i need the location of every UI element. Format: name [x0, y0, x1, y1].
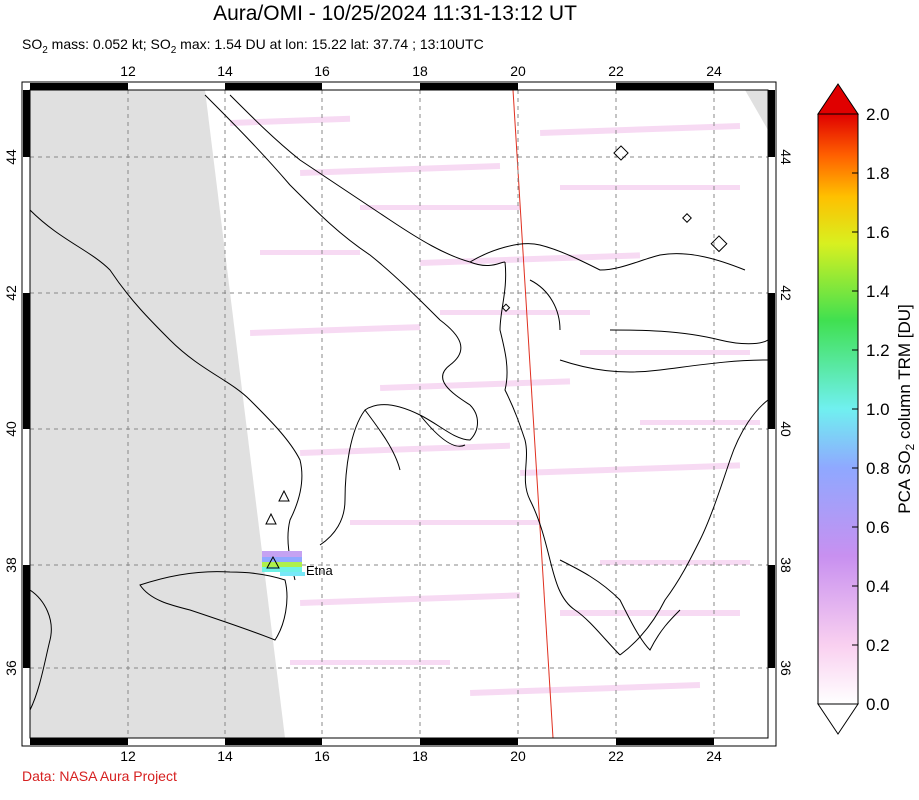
- lon-tick-top-14: 14: [217, 63, 233, 79]
- cb-tick-0-4: 0.4: [866, 577, 890, 596]
- colorbar: 2.0 1.8 1.6 1.4 1.2 1.0 0.8 0.6 0.4 0.2 …: [817, 83, 917, 735]
- cb-tick-1-8: 1.8: [866, 164, 890, 183]
- lon-tick-top-18: 18: [412, 63, 428, 79]
- subtitle-so2-label: SO: [22, 36, 43, 52]
- lat-tick-left-40: 40: [3, 421, 19, 437]
- coast-sicily: [139, 571, 288, 641]
- volcano-label-etna: Etna: [306, 563, 334, 578]
- lat-labels-right: 44 42 40 38 36: [778, 149, 794, 676]
- etna-plume: [262, 551, 305, 576]
- colorbar-max-arrow: [817, 83, 859, 115]
- lat-tick-left-42: 42: [3, 285, 19, 301]
- volcano-stromboli-icon: [278, 489, 290, 502]
- lat-tick-right-38: 38: [778, 557, 794, 573]
- lon-tick-bottom-14: 14: [217, 748, 233, 764]
- border-greece-north: [559, 359, 768, 373]
- lon-tick-top-16: 16: [314, 63, 330, 79]
- cb-tick-2-0: 2.0: [866, 105, 890, 124]
- volcano-etna-icon: [266, 555, 280, 569]
- border-balkans: [469, 243, 768, 345]
- coast-sardinia: [30, 589, 52, 711]
- cb-tick-0-0: 0.0: [866, 695, 890, 714]
- gridlines: [30, 90, 768, 738]
- subtitle-mass-text: mass: 0.052 kt; SO: [47, 36, 171, 52]
- map-frame: [21, 81, 777, 747]
- lat-tick-right-36: 36: [778, 660, 794, 676]
- colorbar-ticks: [852, 113, 858, 705]
- map-title: Aura/OMI - 10/25/2024 11:31-13:12 UT: [213, 2, 577, 25]
- cb-tick-0-6: 0.6: [866, 518, 890, 537]
- lon-labels-top: 12 14 16 18 20 22 24: [120, 63, 722, 79]
- colorbar-label-suffix: column TRM [DU]: [895, 304, 914, 444]
- data-credit: Data: NASA Aura Project: [22, 768, 177, 784]
- lon-tick-top-20: 20: [510, 63, 526, 79]
- colorbar-label: PCA SO2 column TRM [DU]: [895, 304, 917, 514]
- coast-heel: [364, 409, 466, 471]
- coast-albania-greece: [499, 261, 621, 656]
- volcano-markers: [265, 489, 290, 569]
- cb-tick-1-2: 1.2: [866, 341, 890, 360]
- coast-italy-east: [204, 94, 478, 546]
- so2-stripes: [229, 115, 760, 696]
- lat-tick-left-36: 36: [3, 660, 19, 676]
- map-subtitle: SO2 mass: 0.052 kt; SO2 max: 1.54 DU at …: [22, 36, 484, 56]
- lon-tick-bottom-16: 16: [314, 748, 330, 764]
- lon-labels-bottom: 12 14 16 18 20 22 24: [120, 748, 722, 764]
- lon-tick-bottom-24: 24: [706, 748, 722, 764]
- lat-tick-left-38: 38: [3, 557, 19, 573]
- lon-tick-bottom-20: 20: [510, 748, 526, 764]
- colorbar-label-prefix: PCA SO: [895, 450, 914, 513]
- lon-tick-top-12: 12: [120, 63, 136, 79]
- lon-tick-bottom-18: 18: [412, 748, 428, 764]
- subtitle-sub-2: 2: [170, 44, 177, 56]
- map-panel: Etna: [30, 90, 768, 738]
- volcano-vulcano-icon: [265, 512, 277, 525]
- lat-labels-left: 44 42 40 38 36: [3, 149, 19, 676]
- coast-italy-west: [30, 209, 303, 581]
- lake-markers: [501, 145, 728, 312]
- colorbar-label-sub: 2: [903, 443, 917, 450]
- orbit-edge-line: [512, 90, 554, 738]
- coast-peloponnese: [559, 559, 681, 651]
- coast-croatia: [229, 94, 506, 267]
- no-data-swath-east: [745, 90, 768, 130]
- subtitle-max-text: max: 1.54 DU at lon: 15.22 lat: 37.74 ; …: [176, 36, 484, 52]
- cb-tick-0-8: 0.8: [866, 459, 890, 478]
- cb-tick-1-4: 1.4: [866, 282, 890, 301]
- colorbar-gradient: [817, 113, 859, 705]
- no-data-swath-west: [30, 90, 285, 738]
- lon-tick-bottom-22: 22: [608, 748, 624, 764]
- colorbar-tick-labels: 2.0 1.8 1.6 1.4 1.2 1.0 0.8 0.6 0.4 0.2 …: [866, 105, 890, 714]
- lat-tick-right-44: 44: [778, 149, 794, 165]
- lon-tick-top-24: 24: [706, 63, 722, 79]
- cb-tick-1-6: 1.6: [866, 223, 890, 242]
- coastlines: [30, 94, 768, 711]
- lat-tick-right-40: 40: [778, 421, 794, 437]
- lon-tick-top-22: 22: [608, 63, 624, 79]
- colorbar-min-arrow: [817, 703, 859, 735]
- lon-tick-bottom-12: 12: [120, 748, 136, 764]
- lat-tick-right-42: 42: [778, 285, 794, 301]
- subtitle-sub-1: 2: [42, 44, 48, 56]
- lat-tick-left-44: 44: [3, 149, 19, 165]
- coast-greece-east: [619, 399, 768, 656]
- cb-tick-0-2: 0.2: [866, 636, 890, 655]
- cb-tick-1-0: 1.0: [866, 400, 890, 419]
